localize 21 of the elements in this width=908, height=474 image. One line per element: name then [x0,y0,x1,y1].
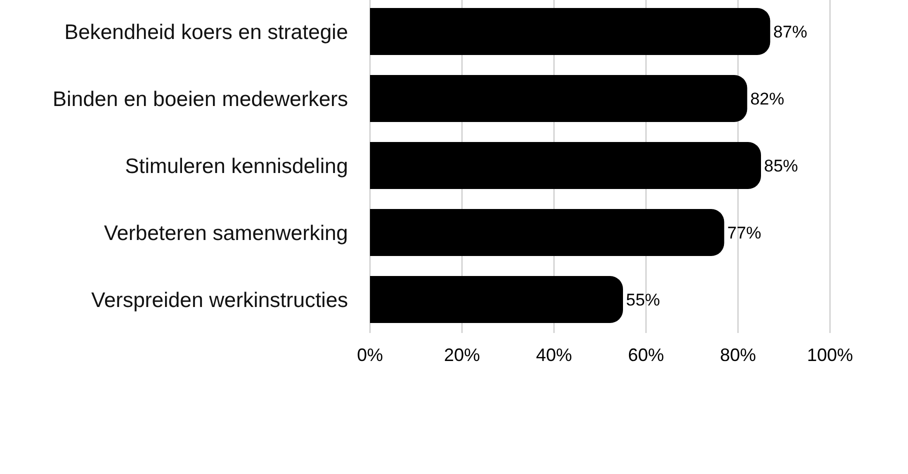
x-tick-label: 20% [444,344,480,365]
x-tick-label: 60% [628,344,664,365]
data-label: 82% [750,90,784,109]
data-label: 87% [773,22,808,42]
y-tick-label: Stimuleren kennisdeling [125,154,348,178]
data-label: 85% [764,156,798,176]
bar [370,276,623,323]
x-tick-label: 100% [806,344,854,365]
y-tick-label: Verspreiden werkinstructies [91,288,348,312]
y-tick-label: Binden en boeien medewerkers [52,88,348,111]
bar [370,8,770,55]
y-tick-label: Verbeteren samenwerking [104,222,348,245]
bar [370,209,724,256]
bar [370,142,761,189]
x-tick-label: 80% [720,344,756,365]
x-tick-label: 40% [536,344,572,365]
bar [370,75,748,122]
data-label: 55% [626,290,660,310]
x-tick-label: 0% [356,344,384,365]
y-tick-label: Bekendheid koers en strategie [64,20,348,44]
data-label: 77% [727,224,762,243]
